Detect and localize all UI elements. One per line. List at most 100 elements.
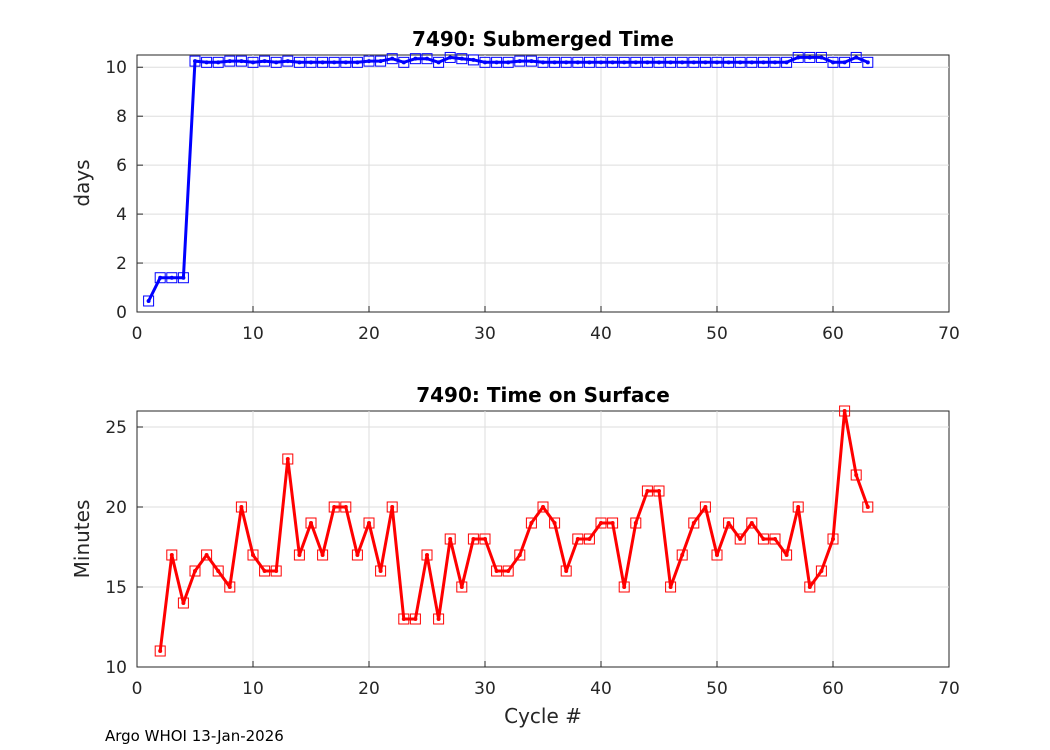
surface-time-data-dot <box>773 537 777 541</box>
submerged-time-data-point <box>676 56 688 68</box>
submerged-time-ytick-label: 0 <box>116 303 127 323</box>
surface-time-data-dot <box>239 505 244 509</box>
surface-time-data-point <box>409 613 421 625</box>
submerged-time-data-dot <box>645 60 650 65</box>
surface-time-data-dot <box>715 553 719 557</box>
submerged-time-data-point <box>583 56 595 68</box>
submerged-time-data-point <box>270 56 282 68</box>
surface-time-title: 7490: Time on Surface <box>416 383 670 407</box>
surface-time-data-point <box>804 581 816 593</box>
submerged-time-data-dot <box>146 298 151 303</box>
submerged-time-data-dot <box>761 60 766 65</box>
submerged-time-data-dot <box>425 56 429 61</box>
submerged-time-data-point <box>421 53 433 65</box>
submerged-time-data-dot <box>726 60 731 65</box>
surface-time-xtick-label: 0 <box>132 679 143 699</box>
submerged-time-data-dot <box>471 57 476 62</box>
surface-time-data-point <box>514 549 526 561</box>
submerged-time-data-point <box>688 56 700 68</box>
surface-time-data-point <box>699 501 711 513</box>
surface-time-ylabel: Minutes <box>70 500 94 579</box>
surface-time-data-point <box>630 517 642 529</box>
submerged-time-xtick-label: 50 <box>706 324 728 344</box>
submerged-time-data-point <box>665 56 677 68</box>
submerged-time-data-dot <box>819 55 824 60</box>
submerged-time-data-point <box>363 55 375 67</box>
surface-time-data-dot <box>297 553 302 557</box>
surface-time-data-dot <box>436 617 441 621</box>
surface-time-data-dot <box>831 537 835 541</box>
surface-time-data-dot <box>251 553 255 557</box>
surface-time-data-dot <box>587 537 592 541</box>
submerged-time-data-point <box>804 51 816 63</box>
surface-time-data-dot <box>320 553 325 557</box>
surface-time-data-dot <box>193 569 197 573</box>
surface-time-data-point <box>224 581 236 593</box>
submerged-time-data-point <box>398 56 410 68</box>
surface-time-data-dot <box>483 537 487 541</box>
submerged-time-ytick-label: 2 <box>116 254 127 274</box>
submerged-time-data-point <box>212 56 224 68</box>
submerged-time-data-point <box>549 56 561 68</box>
surface-time-data-point <box>560 565 572 577</box>
surface-time-series <box>154 405 874 657</box>
surface-time-data-dot <box>332 505 337 509</box>
surface-time-data-point <box>583 533 595 545</box>
surface-time-data-dot <box>367 521 371 525</box>
submerged-time-data-point <box>537 56 549 68</box>
submerged-time-data-dot <box>239 59 244 64</box>
surface-time-data-dot <box>645 489 650 493</box>
submerged-time-data-dot <box>796 55 801 60</box>
submerged-time-axes <box>136 54 950 313</box>
submerged-time-data-point <box>734 56 746 68</box>
submerged-time-data-dot <box>703 60 708 65</box>
submerged-time-data-point <box>224 55 236 67</box>
submerged-time-data-point <box>525 55 537 67</box>
submerged-time-data-point <box>630 56 642 68</box>
surface-time-data-dot <box>181 601 186 605</box>
surface-time-data-point <box>734 533 746 545</box>
surface-time-data-point <box>189 565 201 577</box>
surface-time-data-point <box>607 517 619 529</box>
submerged-time-data-point <box>827 56 839 68</box>
submerged-time-data-dot <box>529 59 534 64</box>
surface-time-data-dot <box>285 457 290 461</box>
submerged-time-data-point <box>317 56 329 68</box>
submerged-time-data-point <box>502 56 514 68</box>
submerged-time-data-dot <box>622 60 627 65</box>
surface-time-data-point <box>595 517 607 529</box>
submerged-time-data-dot <box>355 60 360 65</box>
surface-time-xtick-label: 60 <box>822 679 844 699</box>
submerged-time-data-dot <box>854 55 859 60</box>
surface-time-data-point <box>421 549 433 561</box>
submerged-time-data-point <box>746 56 758 68</box>
surface-time-data-dot <box>541 505 545 509</box>
submerged-time-plot: 0 10 20 30 40 50 60 70 0 2 4 6 8 10 7490: Submerged T… <box>70 27 960 344</box>
surface-time-data-point <box>444 533 456 545</box>
submerged-time-ytick-label: 6 <box>116 156 127 176</box>
submerged-time-ytick-label: 4 <box>116 205 127 225</box>
surface-time-data-dot <box>575 537 580 541</box>
submerged-time-data-point <box>456 53 468 65</box>
submerged-time-data-dot <box>169 275 174 280</box>
surface-time-data-dot <box>865 505 870 509</box>
submerged-time-data-point <box>711 56 723 68</box>
submerged-time-data-dot <box>715 60 719 65</box>
submerged-time-data-dot <box>262 59 267 64</box>
submerged-time-data-dot <box>251 60 255 65</box>
surface-time-data-point <box>665 581 677 593</box>
surface-time-data-dot <box>517 553 522 557</box>
surface-time-data-dot <box>309 521 313 525</box>
surface-time-data-point <box>305 517 317 529</box>
submerged-time-data-point <box>143 295 155 307</box>
submerged-time-data-dot <box>483 60 487 65</box>
submerged-time-data-dot <box>807 55 812 60</box>
submerged-time-data-dot <box>309 60 313 65</box>
submerged-time-xtick-label: 40 <box>590 324 612 344</box>
surface-time-data-dot <box>506 569 511 573</box>
surface-time-data-dot <box>227 585 232 589</box>
surface-time-data-dot <box>529 521 534 525</box>
submerged-time-data-dot <box>390 56 395 61</box>
submerged-time-data-dot <box>343 60 348 65</box>
submerged-time-xtick-label: 30 <box>474 324 496 344</box>
